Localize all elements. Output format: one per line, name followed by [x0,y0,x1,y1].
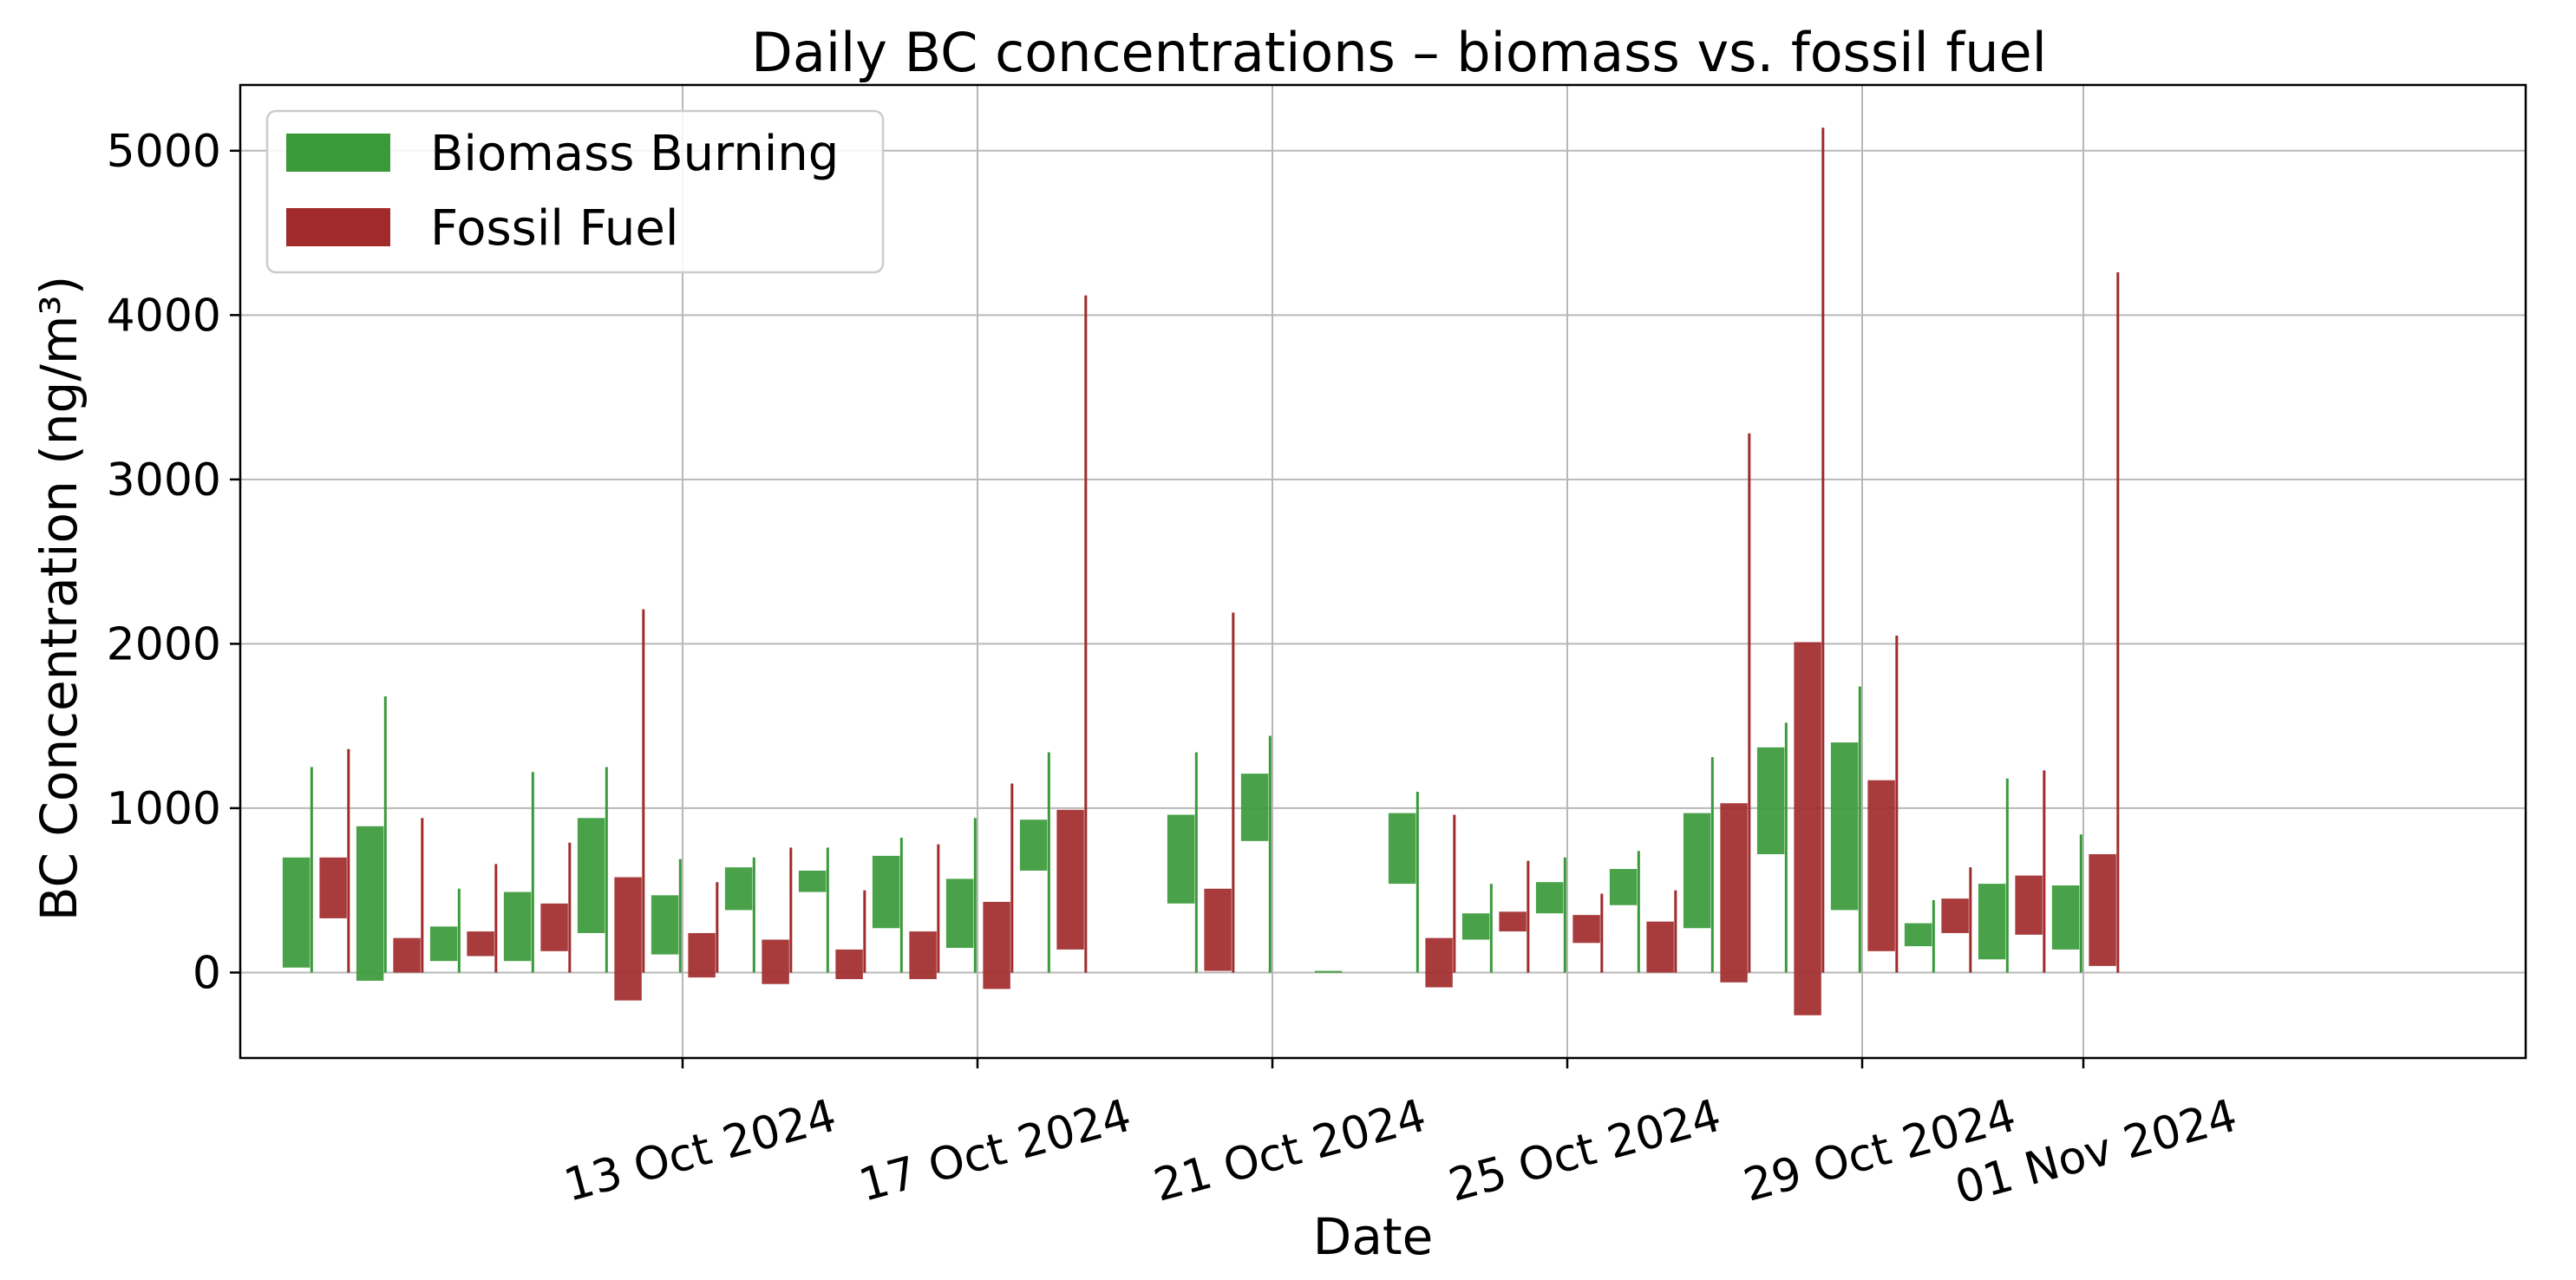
range-bar [945,878,974,949]
legend: Biomass Burning Fossil Fuel [265,109,885,274]
y-tick-label: 2000 [107,618,221,670]
range-bar [1572,915,1600,944]
range-bar [2089,853,2116,966]
range-bar [1167,814,1195,904]
range-bar [1720,803,1748,983]
series-0 [282,686,2082,981]
range-bar [651,895,679,955]
range-bar [1646,921,1674,973]
legend-label-fossil: Fossil Fuel [430,200,678,257]
range-bar [798,870,827,892]
range-bar [503,891,532,962]
range-bar [1461,913,1490,940]
legend-swatch-biomass [286,134,390,172]
range-bar [1388,813,1416,885]
range-bar [577,818,605,933]
range-bar [2051,885,2080,950]
range-bar [1240,774,1269,841]
range-bar [319,857,347,918]
range-bar [356,826,384,981]
plot-frame [239,83,2527,1060]
range-bar [1683,813,1711,929]
chart-title: Daily BC concentrations – biomass vs. fo… [751,21,2047,84]
y-tick-label: 5000 [107,126,221,178]
range-bar [835,949,863,980]
range-bar [429,926,458,962]
range-bar [614,877,642,1001]
series-1 [319,127,2120,1016]
range-bar [1756,747,1785,854]
range-bar [467,931,494,957]
range-bar [1830,742,1859,911]
range-bar [1904,923,1932,947]
range-bar [1425,937,1453,988]
range-bar [540,903,568,951]
range-bar [1204,888,1232,971]
range-bar [688,932,716,978]
range-bar [1609,869,1638,905]
legend-frame [265,109,885,274]
range-bar [872,855,900,929]
range-bar [1978,884,2006,960]
range-bar [1941,898,1969,933]
y-tick-label: 4000 [107,290,221,342]
range-bar [1794,642,1821,1016]
range-bar [724,867,753,911]
y-tick-label: 3000 [107,454,221,506]
legend-swatch-fossil [286,208,390,246]
y-tick-label: 1000 [107,783,221,835]
range-bar [393,937,421,973]
y-axis-title: BC Concentration (ng/m³) [29,276,88,922]
range-bar [1056,809,1084,950]
x-axis-title: Date [1313,1207,1434,1266]
range-bar [1019,820,1048,871]
range-bar [282,857,311,968]
range-bar [762,939,789,984]
legend-label-biomass: Biomass Burning [430,126,839,182]
grid-lines [240,85,2526,1058]
data-series [282,127,2120,1016]
range-bar [1535,882,1564,914]
range-bar [1499,911,1527,932]
range-bar [2015,875,2043,935]
y-tick-label: 0 [193,947,221,999]
y-axis-ticks: 0 1000 2000 3000 4000 5000 [107,126,240,999]
range-bar [983,901,1010,989]
range-bar [1314,970,1343,973]
range-bar [1867,780,1895,951]
range-bar [909,931,937,980]
